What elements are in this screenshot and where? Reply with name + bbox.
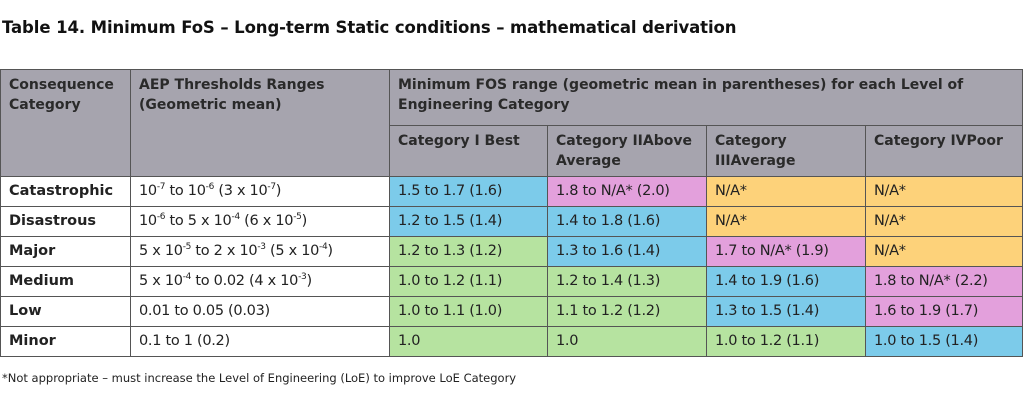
consequence-cell: Major	[0, 236, 131, 267]
aep-text: 10	[139, 213, 157, 229]
fos-cell: 1.0	[547, 326, 707, 357]
aep-text: )	[306, 273, 312, 289]
aep-cell: 5 x 10-4 to 0.02 (4 x 10-3)	[130, 266, 390, 297]
fos-cell: 1.0 to 1.2 (1.1)	[706, 326, 866, 357]
table-row: Catastrophic 10-7 to 10-6 (3 x 10-7) 1.5 t…	[0, 176, 1024, 207]
fos-cell: 1.4 to 1.9 (1.6)	[706, 266, 866, 297]
fos-table: Consequence Category AEP Thresholds Rang…	[0, 69, 1024, 357]
aep-text: )	[301, 213, 308, 229]
exponent: -5	[182, 242, 192, 252]
fos-cell: 1.7 to N/A* (1.9)	[706, 236, 866, 267]
consequence-cell: Catastrophic	[0, 176, 131, 207]
header-category-1: Category I Best	[389, 125, 548, 177]
exponent: -3	[298, 272, 307, 282]
footnote: *Not appropriate – must increase the Lev…	[2, 371, 517, 385]
fos-cell: 1.8 to N/A* (2.0)	[547, 176, 707, 207]
fos-cell: 1.4 to 1.8 (1.6)	[547, 206, 707, 237]
consequence-cell: Medium	[0, 266, 131, 297]
fos-cell: N/A*	[864, 176, 1024, 207]
exponent: -7	[156, 182, 166, 192]
header-fos: Minimum FOS range (geometric mean in par…	[388, 69, 1024, 126]
exponent: -7	[267, 182, 276, 192]
table-row: Major 5 x 10-5 to 2 x 10-3 (5 x 10-4) 1.2 …	[0, 236, 1024, 267]
aep-cell: 0.01 to 0.05 (0.03)	[130, 296, 390, 327]
fos-cell: N/A*	[706, 206, 866, 237]
fos-cell: 1.0 to 1.2 (1.1)	[389, 266, 548, 297]
table-row: Minor 0.1 to 1 (0.2) 1.0 1.0 1.0 to 1.2 (1.1…	[0, 326, 1024, 357]
aep-text: (5 x 10	[265, 243, 320, 259]
fos-cell: N/A*	[864, 206, 1024, 237]
aep-cell: 10-6 to 5 x 10-4 (6 x 10-5)	[130, 206, 390, 237]
exponent: -6	[156, 212, 166, 222]
exponent: -5	[293, 212, 302, 222]
aep-text: 5 x 10	[139, 243, 183, 259]
fos-cell: N/A*	[706, 176, 866, 207]
header-aep: AEP Thresholds Ranges (Geometric mean)	[130, 69, 390, 177]
fos-cell: N/A*	[864, 236, 1024, 267]
fos-cell: 1.2 to 1.4 (1.3)	[547, 266, 707, 297]
fos-cell: 1.2 to 1.5 (1.4)	[389, 206, 548, 237]
consequence-cell: Minor	[0, 326, 131, 357]
table-title: Table 14. Minimum FoS – Long-term Static…	[2, 18, 737, 37]
fos-cell: 1.0	[389, 326, 548, 357]
exponent: -4	[231, 212, 241, 222]
fos-cell: 1.0 to 1.1 (1.0)	[389, 296, 548, 327]
header-category-4: Category IVPoor	[864, 125, 1024, 177]
fos-cell: 1.2 to 1.3 (1.2)	[389, 236, 548, 267]
aep-text: )	[327, 243, 333, 259]
table-row: Disastrous 10-6 to 5 x 10-4 (6 x 10-5) 1.2…	[0, 206, 1024, 237]
header-category-3: Category IIIAverage	[706, 125, 866, 177]
aep-text: 0.01 to 0.05 (0.03)	[139, 303, 270, 319]
fos-cell: 1.3 to 1.6 (1.4)	[547, 236, 707, 267]
aep-text: to 10	[165, 183, 206, 199]
fos-cell: 1.8 to N/A* (2.2)	[864, 266, 1024, 297]
aep-text: 5 x 10	[139, 273, 183, 289]
fos-cell: 1.6 to 1.9 (1.7)	[864, 296, 1024, 327]
exponent: -3	[257, 242, 266, 252]
aep-text: 10	[139, 183, 157, 199]
fos-cell: 1.1 to 1.2 (1.2)	[547, 296, 707, 327]
aep-text: 0.1 to 1 (0.2)	[139, 333, 230, 349]
fos-cell: 1.0 to 1.5 (1.4)	[864, 326, 1024, 357]
fos-cell: 1.3 to 1.5 (1.4)	[706, 296, 866, 327]
table-row: Medium 5 x 10-4 to 0.02 (4 x 10-3) 1.0 to …	[0, 266, 1024, 297]
aep-text: )	[275, 183, 282, 199]
exponent: -4	[182, 272, 192, 282]
aep-text: to 5 x 10	[165, 213, 232, 229]
aep-text: to 2 x 10	[191, 243, 258, 259]
header-consequence: Consequence Category	[0, 69, 131, 177]
aep-cell: 0.1 to 1 (0.2)	[130, 326, 390, 357]
consequence-cell: Disastrous	[0, 206, 131, 237]
exponent: -6	[205, 182, 215, 192]
header-category-2: Category IIAbove Average	[547, 125, 707, 177]
exponent: -4	[319, 242, 328, 252]
aep-cell: 10-7 to 10-6 (3 x 10-7)	[130, 176, 390, 207]
aep-text: (3 x 10	[214, 183, 268, 199]
aep-text: to 0.02 (4 x 10	[191, 273, 299, 289]
aep-text: (6 x 10	[239, 213, 294, 229]
aep-cell: 5 x 10-5 to 2 x 10-3 (5 x 10-4)	[130, 236, 390, 267]
fos-cell: 1.5 to 1.7 (1.6)	[389, 176, 548, 207]
consequence-cell: Low	[0, 296, 131, 327]
table-row: Low 0.01 to 0.05 (0.03) 1.0 to 1.1 (1.0) 1.…	[0, 296, 1024, 327]
